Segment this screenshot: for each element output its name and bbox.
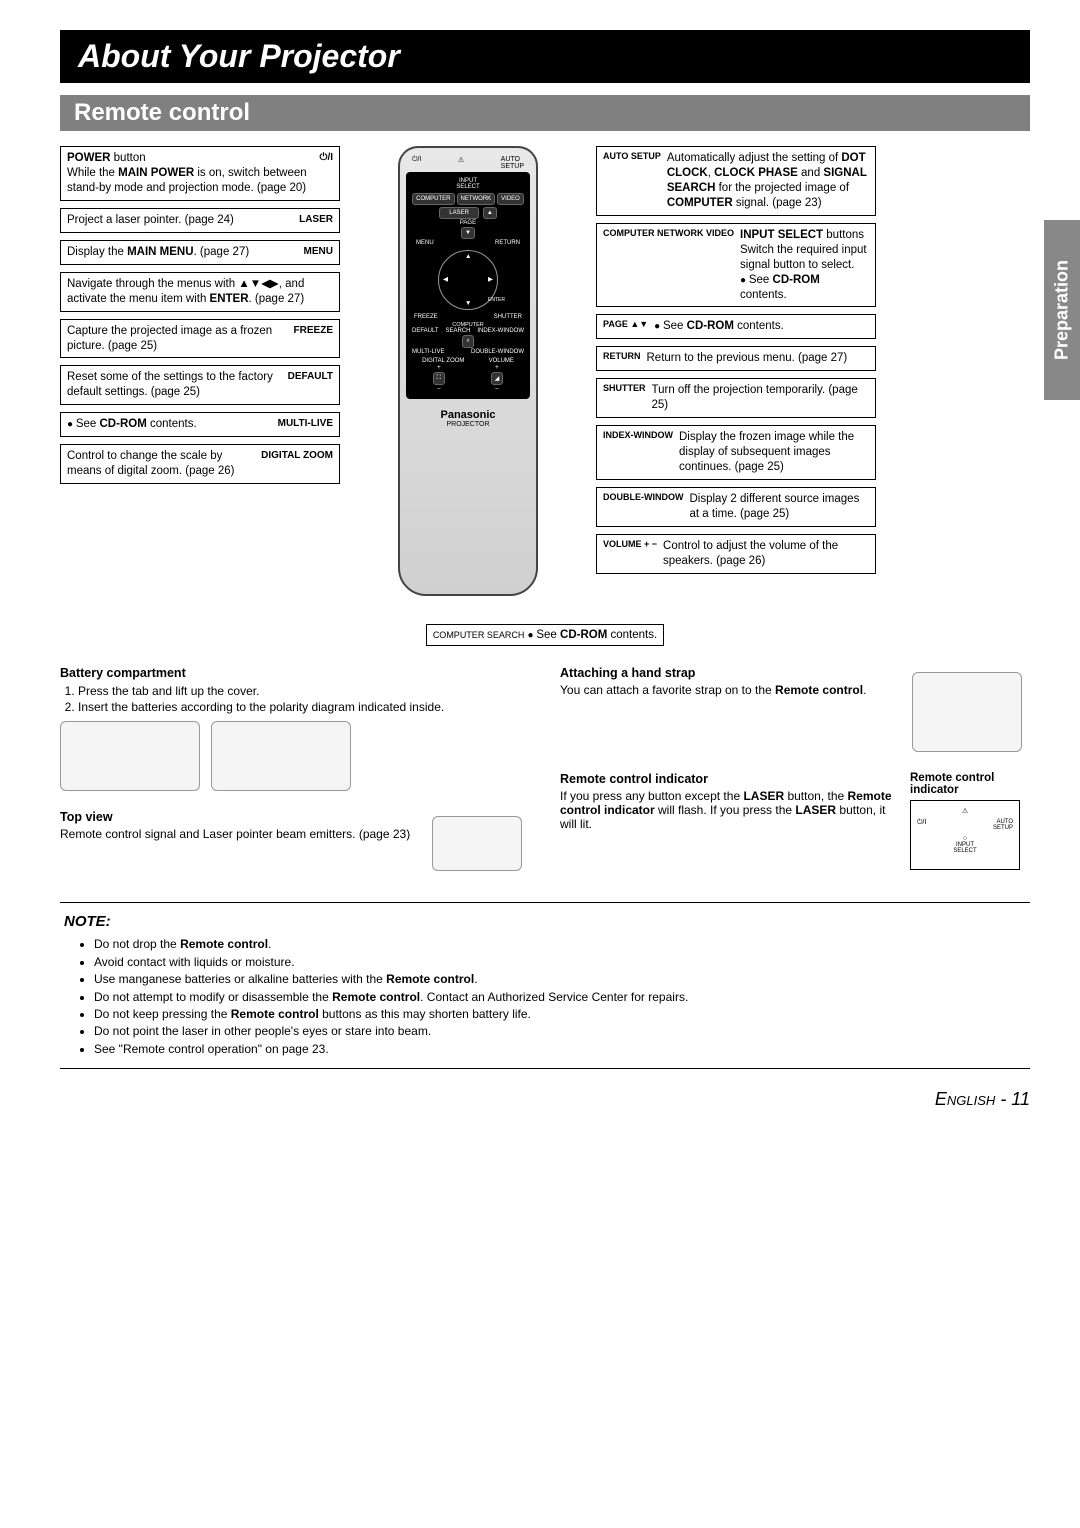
remote-illustration: ⏻/I⚠AUTOSETUP INPUTSELECT COMPUTERNETWOR…: [348, 146, 588, 596]
brand-label: Panasonic: [406, 409, 530, 421]
callout: DOUBLE-WINDOWDisplay 2 different source …: [596, 487, 876, 527]
page-title: About Your Projector: [60, 30, 1030, 83]
callout: MULTI-LIVESee CD-ROM contents.: [60, 412, 340, 437]
callout: DEFAULTReset some of the settings to the…: [60, 365, 340, 405]
handstrap-text: You can attach a favorite strap on to th…: [560, 683, 900, 697]
note-list: Do not drop the Remote control.Avoid con…: [94, 936, 1026, 1058]
battery-image-2: [211, 721, 351, 791]
callout: RETURNReturn to the previous menu. (page…: [596, 346, 876, 371]
callout: AUTO SETUPAutomatically adjust the setti…: [596, 146, 876, 216]
side-tab-preparation: Preparation: [1044, 220, 1080, 400]
callout: SHUTTERTurn off the projection temporari…: [596, 378, 876, 418]
remote-diagram: ⏻/IPOWER buttonWhile the MAIN POWER is o…: [60, 146, 1030, 596]
callout: COMPUTER NETWORK VIDEOINPUT SELECT butto…: [596, 223, 876, 308]
right-callouts: AUTO SETUPAutomatically adjust the setti…: [596, 146, 876, 596]
callout: VOLUME + −Control to adjust the volume o…: [596, 534, 876, 574]
page-subtitle: Remote control: [60, 95, 1030, 131]
battery-image-1: [60, 721, 200, 791]
indicator-label: Remote control indicator: [910, 772, 1030, 796]
callout: MENUDisplay the MAIN MENU. (page 27): [60, 240, 340, 265]
topview-head: Top view: [60, 810, 422, 824]
battery-head: Battery compartment: [60, 666, 530, 680]
battery-steps: Press the tab and lift up the cover.Inse…: [78, 683, 530, 715]
callout: ⏻/IPOWER buttonWhile the MAIN POWER is o…: [60, 146, 340, 201]
lower-section: Battery compartment Press the tab and li…: [60, 666, 1030, 877]
callout: INDEX-WINDOWDisplay the frozen image whi…: [596, 425, 876, 480]
indicator-text: If you press any button except the LASER…: [560, 789, 898, 831]
callout: PAGE ▲▼See CD-ROM contents.: [596, 314, 876, 339]
indicator-image: ⚠ ⏻/IAUTOSETUP ○ INPUTSELECT: [910, 800, 1020, 870]
computer-search-callout: COMPUTER SEARCH See CD-ROM contents.: [426, 624, 664, 646]
callout: Navigate through the menus with ▲▼◀▶, an…: [60, 272, 340, 312]
callout: DIGITAL ZOOMControl to change the scale …: [60, 444, 340, 484]
note-box: NOTE: Do not drop the Remote control.Avo…: [60, 902, 1030, 1069]
callout: LASERProject a laser pointer. (page 24): [60, 208, 340, 233]
topview-image: [432, 816, 522, 871]
page-footer: English - 11: [60, 1089, 1030, 1110]
handstrap-image: [912, 672, 1022, 752]
projector-label: PROJECTOR: [406, 421, 530, 428]
handstrap-head: Attaching a hand strap: [560, 666, 900, 680]
callout: FREEZECapture the projected image as a f…: [60, 319, 340, 359]
topview-text: Remote control signal and Laser pointer …: [60, 827, 422, 841]
indicator-head: Remote control indicator: [560, 772, 898, 786]
note-title: NOTE:: [64, 913, 1026, 930]
left-callouts: ⏻/IPOWER buttonWhile the MAIN POWER is o…: [60, 146, 340, 596]
